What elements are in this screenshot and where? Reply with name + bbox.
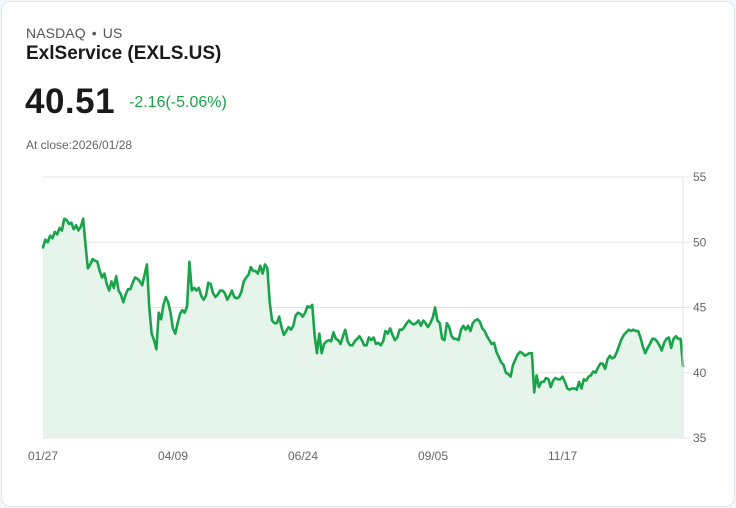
x-tick-label: 06/24: [288, 449, 318, 463]
stock-name: ExlService (EXLS.US): [26, 43, 222, 64]
y-tick-label: 45: [693, 301, 707, 315]
x-tick-label: 11/17: [548, 449, 577, 463]
separator-dot: •: [91, 25, 97, 41]
exchange-label: NASDAQ: [26, 25, 86, 41]
x-axis: 01/27 04/09 06/24 09/05 11/17: [28, 449, 577, 463]
y-tick-label: 55: [693, 170, 707, 184]
price-line: [41, 217, 685, 394]
y-axis: 55 50 45 40 35: [693, 170, 707, 445]
y-tick-label: 50: [693, 235, 707, 249]
x-tick-label: 01/27: [28, 449, 58, 463]
close-timestamp: At close:2026/01/28: [26, 138, 133, 152]
x-tick-label: 09/05: [418, 449, 448, 463]
y-tick-label: 35: [693, 431, 707, 445]
y-tick-label: 40: [693, 366, 707, 380]
exchange-info: NASDAQ • US: [26, 25, 122, 41]
x-tick-label: 04/09: [158, 449, 188, 463]
current-price: 40.51: [25, 82, 116, 121]
price-change: -2.16(-5.06%): [129, 94, 227, 111]
price-area-fill: [43, 218, 683, 438]
country-label: US: [102, 25, 123, 41]
